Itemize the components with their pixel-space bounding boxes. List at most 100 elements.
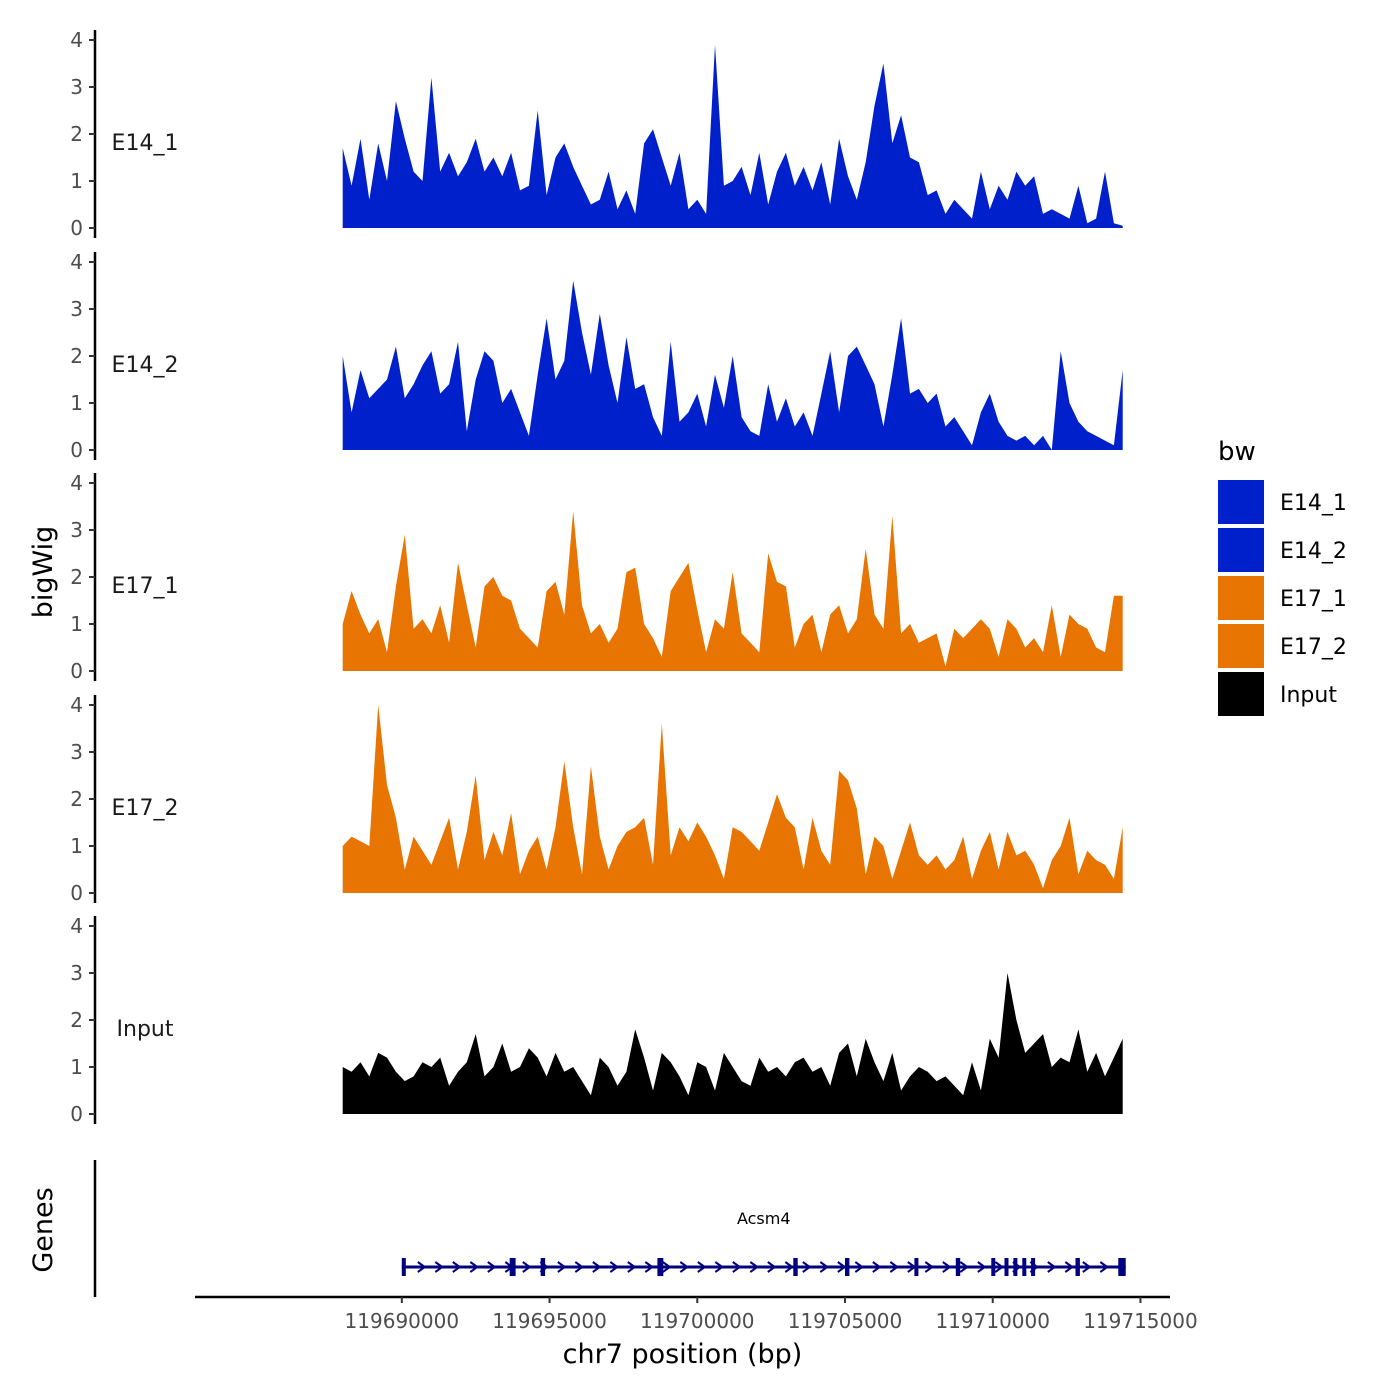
x-tick-label: 119690000 [345,1309,460,1333]
y-tick-label: 4 [70,28,83,52]
gene-exon [401,1258,406,1276]
y-axis-title: bigWig [28,526,59,619]
y-tick-label: 0 [70,659,83,683]
strand-arrow-icon [942,1261,952,1273]
y-tick-label: 3 [70,740,83,764]
strand-arrow-icon [592,1261,602,1273]
legend-label-e14_2: E14_2 [1280,539,1347,564]
y-tick-label: 3 [70,75,83,99]
strand-arrow-icon [417,1261,427,1273]
legend-key-e17_2 [1218,624,1264,668]
panel-label-input: Input [117,1017,174,1042]
strand-arrow-icon [959,1261,970,1273]
y-tick-label: 4 [70,250,83,274]
y-tick-label: 4 [70,914,83,938]
panel-label-e17_2: E17_2 [112,796,179,821]
area-e17_1 [342,511,1123,671]
area-e14_1 [342,44,1123,229]
strand-arrow-icon [679,1261,690,1273]
strand-arrow-icon [994,1261,1005,1273]
panel-label-e14_1: E14_1 [112,131,179,156]
strand-arrow-icon [434,1261,445,1273]
strand-arrow-icon [714,1261,725,1273]
y-tick-label: 1 [70,169,83,193]
y-tick-label: 2 [70,1008,83,1032]
strand-arrow-icon [1082,1261,1092,1273]
y-tick-label: 3 [70,297,83,321]
y-tick-label: 1 [70,1055,83,1079]
gene-exon [845,1258,850,1276]
strand-arrow-icon [1064,1261,1075,1273]
y-tick-label: 1 [70,391,83,415]
strand-arrow-icon [452,1261,462,1273]
strand-arrow-icon [662,1261,672,1273]
strand-arrow-icon [574,1261,585,1273]
panel-label-e14_2: E14_2 [112,353,179,378]
strand-arrow-icon [644,1261,655,1273]
gene-exon [509,1258,516,1276]
strand-arrow-icon [522,1261,532,1273]
legend-label-input: Input [1280,683,1337,708]
strand-arrow-icon [732,1261,742,1273]
strand-arrow-icon [627,1261,637,1273]
y-tick-label: 0 [70,216,83,240]
strand-arrow-icon [697,1261,707,1273]
gene-exon [914,1258,919,1276]
x-tick-label: 119695000 [492,1309,607,1333]
y-tick-label: 1 [70,612,83,636]
gene-exon [955,1258,961,1276]
gene-label: Acsm4 [737,1209,791,1228]
strand-arrow-icon [557,1261,567,1273]
legend-label-e17_1: E17_1 [1280,587,1347,612]
gene-exon [1031,1258,1036,1276]
panel-label-e17_1: E17_1 [112,574,179,599]
gene-exon [1075,1258,1080,1276]
legend-key-e17_1 [1218,576,1264,620]
x-tick-label: 119715000 [1083,1309,1198,1333]
y-tick-label: 2 [70,565,83,589]
y-tick-label: 1 [70,834,83,858]
gene-panel-title: Genes [28,1187,59,1272]
strand-arrow-icon [924,1261,935,1273]
gene-exon [540,1258,546,1276]
legend-key-input [1218,672,1264,716]
gene-exon [991,1258,996,1276]
y-tick-label: 0 [70,881,83,905]
y-tick-label: 4 [70,471,83,495]
strand-arrow-icon [784,1261,795,1273]
strand-arrow-icon [889,1261,900,1273]
x-tick-label: 119700000 [640,1309,755,1333]
y-tick-label: 2 [70,122,83,146]
area-input [342,973,1123,1114]
strand-arrow-icon [749,1261,760,1273]
legend-label-e17_2: E17_2 [1280,635,1347,660]
x-axis-title: chr7 position (bp) [563,1339,803,1370]
strand-arrow-icon [977,1261,987,1273]
strand-arrow-icon [1047,1261,1057,1273]
y-tick-label: 0 [70,438,83,462]
gene-exon [1004,1258,1009,1276]
x-tick-label: 119710000 [935,1309,1050,1333]
y-tick-label: 3 [70,961,83,985]
x-tick-label: 119705000 [788,1309,903,1333]
y-tick-label: 0 [70,1102,83,1126]
strand-arrow-icon [837,1261,847,1273]
y-tick-label: 4 [70,693,83,717]
strand-arrow-icon [469,1261,480,1273]
area-e14_2 [342,280,1123,450]
strand-arrow-icon [872,1261,882,1273]
legend-key-e14_1 [1218,480,1264,524]
strand-arrow-icon [609,1261,620,1273]
gene-exon [657,1258,664,1276]
gene-exon [1013,1258,1018,1276]
strand-arrow-icon [819,1261,830,1273]
gene-exon [1118,1258,1126,1276]
strand-arrow-icon [1099,1261,1110,1273]
strand-arrow-icon [767,1261,777,1273]
legend-key-e14_2 [1218,528,1264,572]
legend-title: bw [1218,437,1256,467]
gene-exon [1022,1258,1027,1276]
area-e17_2 [342,705,1123,893]
y-tick-label: 2 [70,787,83,811]
